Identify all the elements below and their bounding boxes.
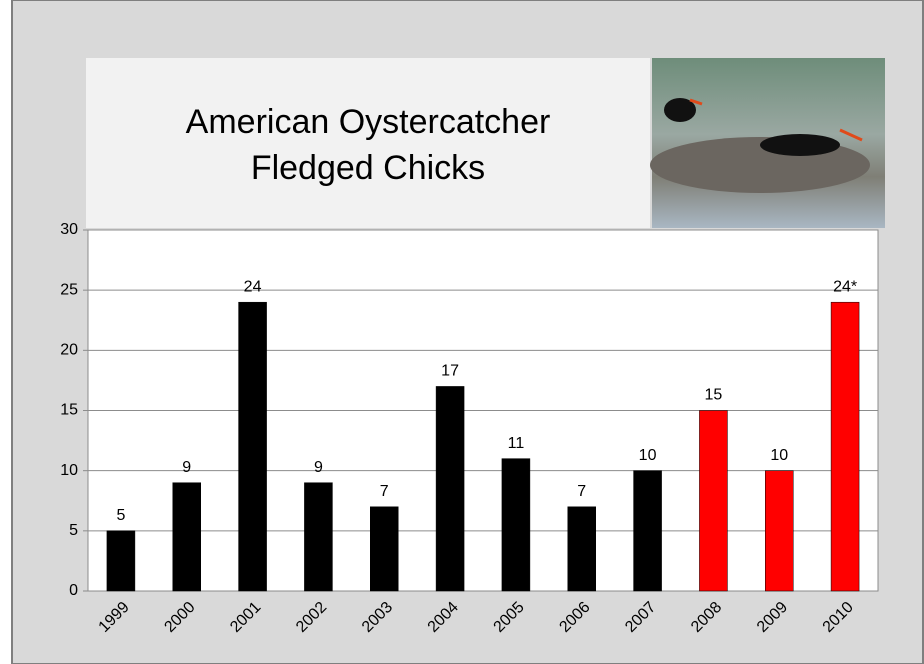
data-label: 24* <box>833 278 857 295</box>
bar <box>830 301 860 592</box>
bar <box>370 506 399 592</box>
data-label: 9 <box>314 459 323 476</box>
bar <box>106 530 136 592</box>
data-label: 15 <box>705 387 723 404</box>
bar <box>567 506 596 592</box>
y-tick-label: 5 <box>69 522 78 539</box>
chart-title: American Oystercatcher <box>186 103 551 141</box>
data-label: 7 <box>577 483 586 500</box>
photo <box>650 58 885 228</box>
bar <box>172 482 201 592</box>
bar <box>435 386 465 592</box>
bar <box>765 470 794 592</box>
data-label: 24 <box>244 278 262 295</box>
data-label: 7 <box>380 483 389 500</box>
data-label: 17 <box>441 363 459 380</box>
y-tick-label: 20 <box>60 342 78 359</box>
data-label: 11 <box>508 435 525 452</box>
title-box <box>86 58 650 228</box>
chart-title: Fledged Chicks <box>251 149 485 187</box>
y-tick-label: 10 <box>60 462 78 479</box>
data-label: 5 <box>116 507 125 524</box>
data-label: 10 <box>639 447 657 464</box>
bar <box>238 301 267 592</box>
bar <box>699 410 728 592</box>
data-label: 9 <box>182 459 191 476</box>
bar <box>633 470 662 592</box>
y-tick-label: 0 <box>69 582 78 599</box>
data-label: 10 <box>770 447 788 464</box>
y-tick-label: 25 <box>60 281 78 298</box>
y-tick-label: 15 <box>60 402 78 419</box>
bar <box>501 458 531 592</box>
y-tick-label: 30 <box>60 221 78 238</box>
bar <box>304 482 333 592</box>
